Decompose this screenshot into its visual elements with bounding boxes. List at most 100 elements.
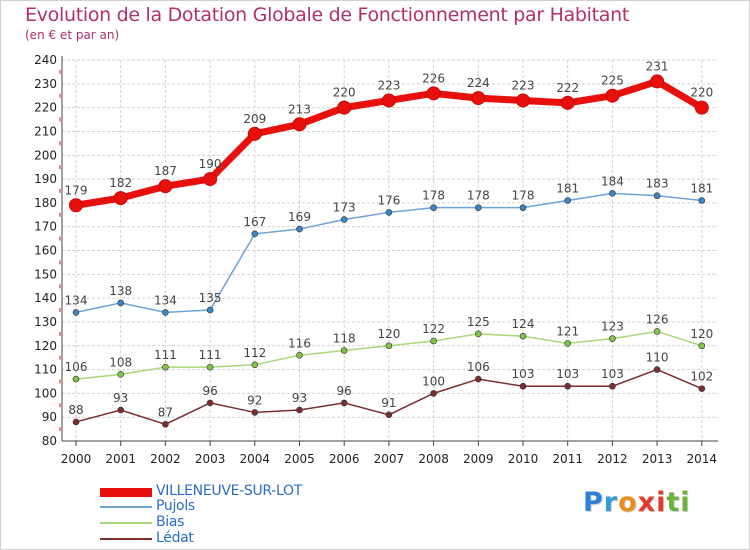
y-tick-label: 120	[34, 339, 57, 353]
data-point	[430, 390, 437, 397]
data-label: 121	[556, 324, 579, 338]
data-point	[471, 91, 486, 106]
y-tick-label: 230	[34, 77, 57, 91]
data-point	[296, 225, 303, 233]
y-tick-label: 180	[34, 196, 57, 210]
legend-swatch-ledat	[100, 538, 152, 540]
legend-swatch-pujols	[100, 506, 152, 508]
x-tick-label: 2006	[329, 452, 360, 466]
data-point	[162, 363, 169, 371]
legend-label-bias: Bias	[156, 514, 185, 530]
data-point	[653, 328, 661, 335]
data-label: 106	[467, 360, 490, 374]
data-label: 222	[556, 81, 579, 95]
x-tick-label: 2010	[508, 452, 539, 466]
legend-swatch-villeneuve	[100, 488, 152, 497]
data-point	[206, 306, 214, 314]
y-tick-label: 200	[34, 148, 57, 162]
data-label: 106	[65, 360, 88, 374]
data-point	[251, 230, 259, 238]
data-label: 225	[601, 74, 624, 88]
data-label: 173	[333, 201, 356, 215]
legend-label-villeneuve: VILLENEUVE-SUR-LOT	[156, 483, 303, 499]
data-point	[698, 385, 706, 392]
data-point	[340, 216, 348, 223]
logo-letter: r	[603, 487, 619, 518]
data-point	[296, 351, 303, 359]
x-tick-label: 2007	[374, 452, 405, 466]
y-tick-label: 160	[34, 244, 57, 258]
data-point	[519, 382, 527, 390]
data-label: 103	[556, 367, 579, 381]
y-tick-label: 190	[34, 172, 57, 186]
logo-letter: i	[656, 487, 667, 518]
y-tick-label: 100	[34, 386, 57, 400]
data-point	[251, 361, 259, 369]
data-label: 123	[601, 320, 624, 334]
y-tick-label: 150	[34, 267, 57, 281]
data-label: 111	[199, 348, 222, 362]
y-tick-label: 210	[34, 124, 57, 138]
axis-layer: 8090100110120130140150160170180190200210…	[34, 53, 718, 466]
data-label: 181	[556, 181, 579, 195]
data-point	[609, 335, 616, 342]
data-point	[426, 86, 441, 101]
data-label: 178	[467, 189, 490, 203]
data-point	[206, 399, 214, 407]
data-label: 169	[288, 210, 311, 224]
data-label: 135	[199, 291, 222, 305]
data-label: 93	[292, 391, 307, 405]
data-label: 138	[109, 284, 132, 298]
data-label: 91	[381, 396, 396, 410]
chart-title: Evolution de la Dotation Globale de Fonc…	[25, 4, 630, 26]
x-tick-label: 2009	[463, 452, 494, 466]
data-label: 184	[601, 174, 624, 188]
data-point	[385, 411, 393, 419]
data-point	[117, 406, 124, 414]
data-point	[117, 299, 124, 307]
y-tick-label: 110	[34, 363, 57, 377]
data-label-layer: 179 182 187 190 209 213 220 223 226 224 223 222 225 2…	[65, 59, 714, 419]
data-label: 103	[601, 367, 624, 381]
data-point	[113, 191, 128, 206]
data-label: 183	[646, 177, 669, 191]
y-tick-label: 140	[34, 291, 57, 305]
data-point	[519, 332, 527, 340]
data-label: 110	[646, 351, 669, 365]
data-label: 182	[109, 176, 132, 190]
legend-label-pujols: Pujols	[156, 498, 195, 514]
legend-label-ledat: Lédat	[156, 530, 194, 546]
data-point	[251, 409, 259, 416]
data-label: 96	[337, 384, 352, 398]
y-tick-label: 240	[34, 53, 57, 67]
data-point	[206, 363, 214, 371]
data-point	[474, 204, 482, 211]
y-tick-label: 130	[34, 315, 57, 329]
series-3	[72, 366, 706, 428]
data-point	[560, 95, 575, 110]
data-point	[247, 126, 262, 141]
data-label: 122	[422, 322, 445, 336]
data-label: 134	[65, 293, 88, 307]
data-point	[337, 100, 352, 115]
data-point	[564, 197, 572, 204]
data-label: 179	[65, 183, 88, 197]
data-label: 120	[377, 327, 400, 341]
data-label: 100	[422, 374, 445, 388]
data-label: 96	[202, 384, 217, 398]
data-point	[430, 337, 437, 345]
data-label: 102	[690, 370, 713, 384]
data-point	[72, 375, 80, 383]
data-point	[72, 309, 80, 316]
data-point	[430, 204, 437, 211]
data-label: 108	[109, 355, 132, 369]
data-label: 190	[199, 157, 222, 171]
data-label: 120	[690, 327, 713, 341]
data-label: 88	[68, 403, 83, 417]
x-tick-label: 2005	[284, 452, 315, 466]
series-1	[72, 190, 706, 316]
data-point	[162, 421, 169, 428]
data-point	[694, 100, 709, 115]
data-label: 213	[288, 102, 311, 116]
